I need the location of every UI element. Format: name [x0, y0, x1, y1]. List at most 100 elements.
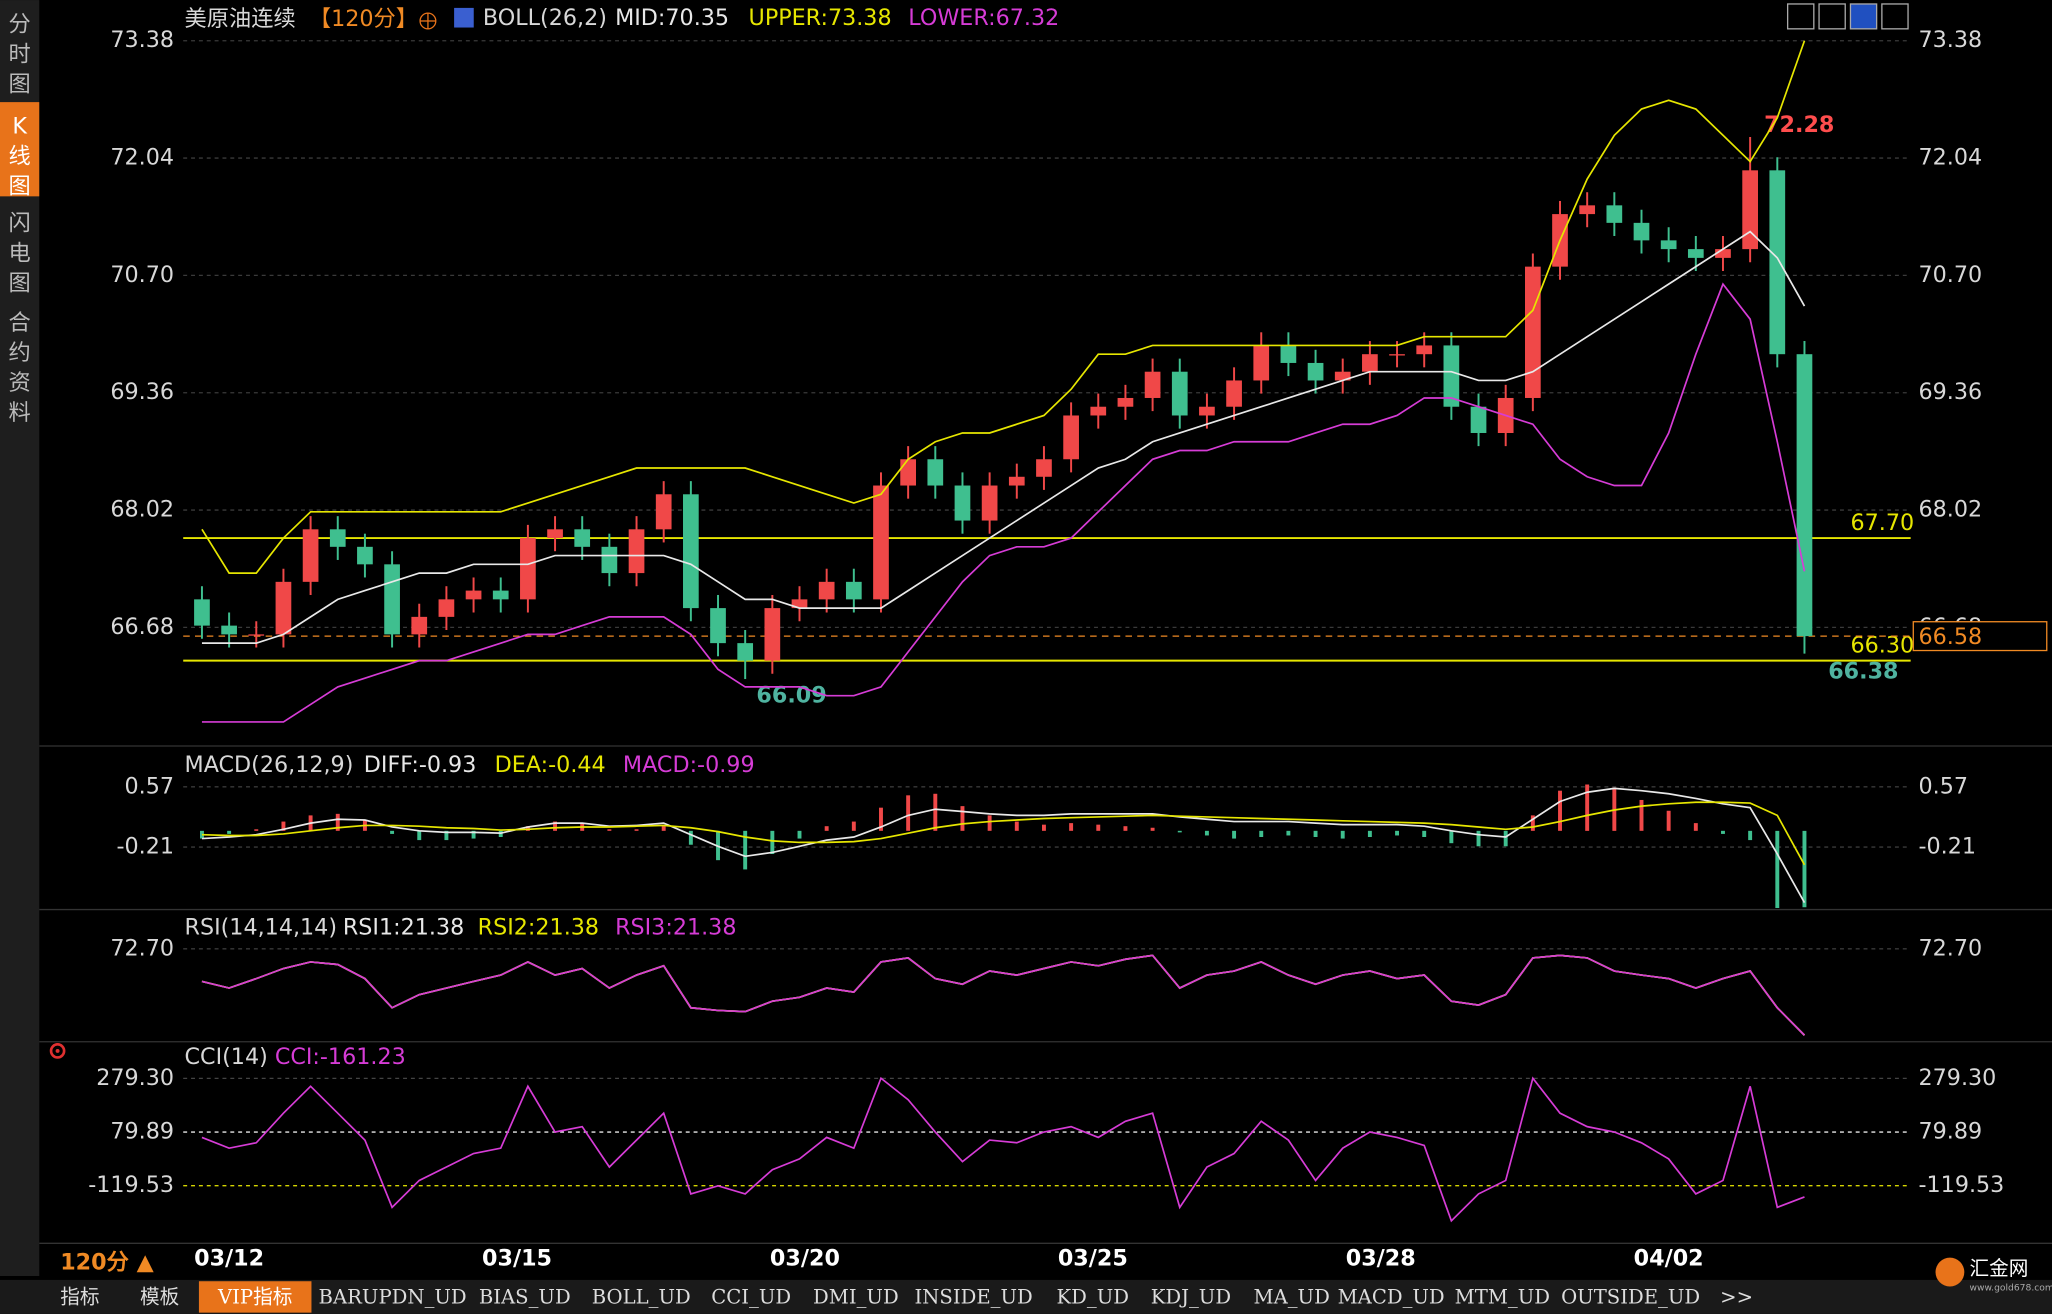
y-tick-label: 72.70: [110, 935, 174, 961]
y-tick-label-right: 68.02: [1919, 497, 1983, 523]
y-tick-label: -0.21: [117, 834, 175, 860]
candle-body: [1796, 354, 1813, 637]
price-annotation: 66.38: [1828, 658, 1898, 684]
candle-body: [302, 529, 319, 582]
sidebar-tab[interactable]: 图: [9, 174, 31, 200]
sidebar-tab[interactable]: 图: [9, 72, 31, 98]
icon[interactable]: [1786, 3, 1815, 30]
sidebar-active: [0, 102, 40, 197]
y-tick-label: -119.53: [88, 1172, 174, 1198]
candle-body: [547, 529, 563, 539]
candle-body: [710, 608, 726, 644]
y-tick-label: 0.57: [125, 773, 175, 799]
candle-body: [1579, 205, 1596, 215]
legend-entry: LOWER:67.32: [908, 5, 1059, 31]
legend-entry: MID:70.35: [615, 5, 729, 31]
icon[interactable]: [1818, 3, 1846, 30]
x-tick-label: 04/02: [1634, 1245, 1704, 1271]
footer-tab[interactable]: CCI_UD: [711, 1286, 791, 1309]
zoom-icon[interactable]: [419, 12, 437, 30]
sidebar-tab[interactable]: 闪: [9, 210, 31, 236]
sidebar-tab[interactable]: K: [12, 113, 28, 139]
x-tick-label: 03/20: [770, 1245, 840, 1271]
footer-tab[interactable]: BARUPDN_UD: [319, 1286, 467, 1309]
candle-body: [1334, 371, 1351, 381]
icon[interactable]: [1849, 3, 1878, 30]
candle-body: [1144, 371, 1161, 398]
candle-body: [954, 485, 971, 521]
candle-body: [411, 616, 428, 635]
level-label: 66.30: [1850, 633, 1914, 659]
x-tick-label: 03/25: [1058, 1245, 1128, 1271]
candle-body: [1036, 459, 1052, 477]
footer-tab[interactable]: MACD_UD: [1338, 1286, 1445, 1309]
legend-entry: RSI1:21.38: [343, 914, 464, 940]
footer-tab[interactable]: KDJ_UD: [1151, 1286, 1231, 1309]
last-price-label: 66.58: [1919, 624, 1983, 650]
footer-tab[interactable]: MTM_UD: [1455, 1286, 1550, 1309]
y-tick-label-right: 69.36: [1919, 379, 1983, 405]
candle-body: [628, 529, 645, 574]
footer-tab[interactable]: OUTSIDE_UD: [1561, 1286, 1700, 1309]
candle-body: [1199, 406, 1215, 416]
x-tick-label: 03/15: [482, 1245, 552, 1271]
footer-tab[interactable]: BIAS_UD: [479, 1286, 571, 1309]
indicator-title: BOLL(26,2): [483, 5, 607, 31]
candle-body: [1063, 415, 1079, 460]
sidebar-tab[interactable]: 约: [9, 340, 31, 366]
candle-body: [1524, 266, 1541, 398]
footer-tab[interactable]: >>: [1720, 1286, 1753, 1309]
legend-entry: UPPER:73.38: [749, 5, 892, 31]
footer-tab[interactable]: VIP指标: [217, 1286, 292, 1309]
candle-body: [927, 459, 944, 486]
indicator-line: [201, 40, 1806, 574]
y-tick-label-right: 73.38: [1919, 27, 1983, 53]
y-tick-label: 69.36: [110, 379, 174, 405]
footer-tab[interactable]: 指标: [60, 1286, 99, 1309]
footer-tab[interactable]: KD_UD: [1057, 1286, 1129, 1309]
candle-body: [1307, 362, 1324, 381]
sidebar-tab[interactable]: 图: [9, 271, 31, 297]
candle-body: [1470, 406, 1487, 433]
footer-tab[interactable]: DMI_UD: [813, 1286, 899, 1309]
candle-body: [1742, 170, 1758, 250]
toolbar-icons[interactable]: [1786, 3, 1909, 30]
logo-icon: [1935, 1257, 1965, 1287]
x-tick-label: 03/28: [1346, 1245, 1416, 1271]
candle-body: [329, 529, 346, 547]
candle-body: [791, 599, 808, 609]
candle-body: [194, 599, 210, 626]
candle-body: [1660, 240, 1677, 250]
sidebar-tab[interactable]: 电: [9, 240, 31, 266]
sidebar-tab[interactable]: 时: [9, 42, 31, 68]
y-tick-label-right: 279.30: [1919, 1065, 1997, 1091]
sidebar-tab[interactable]: 分: [9, 11, 31, 37]
legend-entry: RSI3:21.38: [615, 914, 736, 940]
sidebar-tab[interactable]: 线: [9, 144, 31, 170]
y-tick-label-right: 72.04: [1919, 145, 1983, 171]
sidebar-tab[interactable]: 资: [9, 370, 31, 396]
candle-body: [655, 494, 672, 530]
footer-tab[interactable]: BOLL_UD: [592, 1286, 691, 1309]
indicator-line: [201, 787, 1806, 904]
sidebar-tab[interactable]: 料: [9, 400, 31, 426]
candle-body: [981, 485, 998, 521]
y-tick-label: 279.30: [96, 1065, 174, 1091]
indicator-line: [201, 230, 1806, 644]
candle-body: [357, 546, 373, 565]
candle-body: [1769, 170, 1786, 355]
candle-body: [1443, 345, 1460, 407]
sidebar-tab[interactable]: 合: [9, 310, 31, 336]
footer-bar: [0, 1279, 2052, 1314]
candle-body: [1171, 371, 1188, 416]
y-tick-label-right: 70.70: [1919, 262, 1983, 288]
footer-tab[interactable]: MA_UD: [1253, 1286, 1329, 1309]
footer-period[interactable]: 120分 ▲: [60, 1249, 154, 1275]
candle-body: [438, 599, 455, 617]
candle-body: [1389, 354, 1405, 356]
price-annotation: 72.28: [1764, 112, 1834, 138]
icon[interactable]: [1881, 3, 1909, 30]
footer-tab[interactable]: 模板: [140, 1286, 179, 1309]
footer-tab[interactable]: INSIDE_UD: [915, 1286, 1033, 1309]
